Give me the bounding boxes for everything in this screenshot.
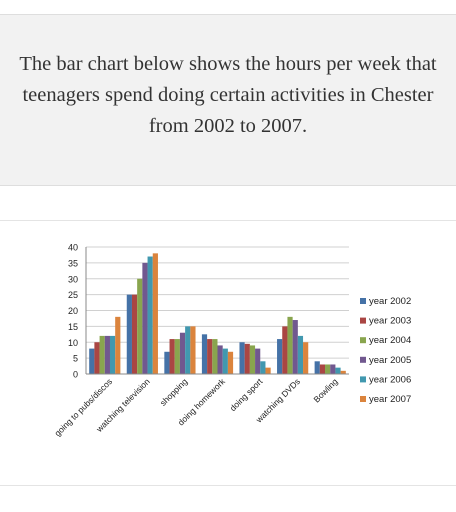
bar xyxy=(190,326,196,374)
bar xyxy=(212,339,218,374)
y-tick-label: 20 xyxy=(68,306,78,316)
legend-swatch xyxy=(360,298,366,304)
y-tick-label: 40 xyxy=(68,243,78,253)
bar xyxy=(303,342,309,374)
legend-label: year 2006 xyxy=(369,374,411,385)
bar xyxy=(94,342,100,374)
prompt-text: The bar chart below shows the hours per … xyxy=(19,53,437,137)
legend: year 2002 year 2003 year 2004 year 2005 year… xyxy=(360,296,411,405)
bar xyxy=(227,351,234,374)
bar xyxy=(314,361,320,374)
legend-swatch xyxy=(360,396,366,402)
legend-label: year 2002 xyxy=(369,296,411,307)
y-tick-label: 15 xyxy=(68,322,78,332)
bar xyxy=(99,335,105,374)
y-tick-label: 30 xyxy=(68,274,78,284)
y-tick-label: 10 xyxy=(68,338,78,348)
divider-bottom xyxy=(0,485,456,486)
y-tick-label: 0 xyxy=(73,370,78,380)
y-tick-label: 35 xyxy=(68,258,78,268)
legend-swatch xyxy=(360,356,366,363)
bar xyxy=(147,256,153,374)
x-tick-label: Bowling xyxy=(311,376,339,404)
bar xyxy=(126,294,132,374)
prompt-box: The bar chart below shows the hours per … xyxy=(0,14,456,186)
bar xyxy=(174,339,180,374)
bars xyxy=(89,253,346,374)
bar xyxy=(164,351,170,374)
bar xyxy=(340,370,346,374)
bar xyxy=(169,339,175,374)
x-tick-label: doing sport xyxy=(228,376,265,413)
legend-swatch xyxy=(360,376,366,383)
legend-swatch xyxy=(360,317,366,324)
bar xyxy=(179,332,186,374)
bar xyxy=(249,345,256,374)
bar xyxy=(131,294,138,374)
bar xyxy=(287,316,293,374)
y-tick-label: 25 xyxy=(68,290,78,300)
bar xyxy=(335,367,341,374)
bar xyxy=(330,364,336,374)
bar xyxy=(142,262,148,374)
bar xyxy=(265,367,271,374)
bar xyxy=(201,334,208,374)
bar xyxy=(292,320,298,374)
legend-label: year 2004 xyxy=(369,335,411,346)
bar xyxy=(137,278,143,374)
bar xyxy=(217,345,223,374)
bar xyxy=(104,335,110,374)
bar xyxy=(207,339,213,374)
bar xyxy=(89,348,95,374)
x-tick-label: shopping xyxy=(158,376,190,408)
legend-label: year 2007 xyxy=(369,394,411,405)
bar xyxy=(325,364,331,374)
bar xyxy=(185,326,191,374)
bar xyxy=(282,326,288,374)
bar xyxy=(239,342,245,374)
bar xyxy=(222,348,228,374)
bar xyxy=(255,348,261,374)
y-tick-label: 5 xyxy=(73,354,78,364)
divider-top xyxy=(0,220,456,221)
legend-label: year 2003 xyxy=(369,316,411,327)
bar xyxy=(297,335,304,374)
bar xyxy=(152,253,158,374)
bar xyxy=(244,343,250,374)
bar xyxy=(115,316,121,374)
legend-label: year 2005 xyxy=(369,355,411,366)
bar xyxy=(109,335,116,374)
bar xyxy=(319,364,326,374)
legend-swatch xyxy=(360,337,366,344)
bar xyxy=(260,361,266,374)
bar xyxy=(277,339,283,374)
